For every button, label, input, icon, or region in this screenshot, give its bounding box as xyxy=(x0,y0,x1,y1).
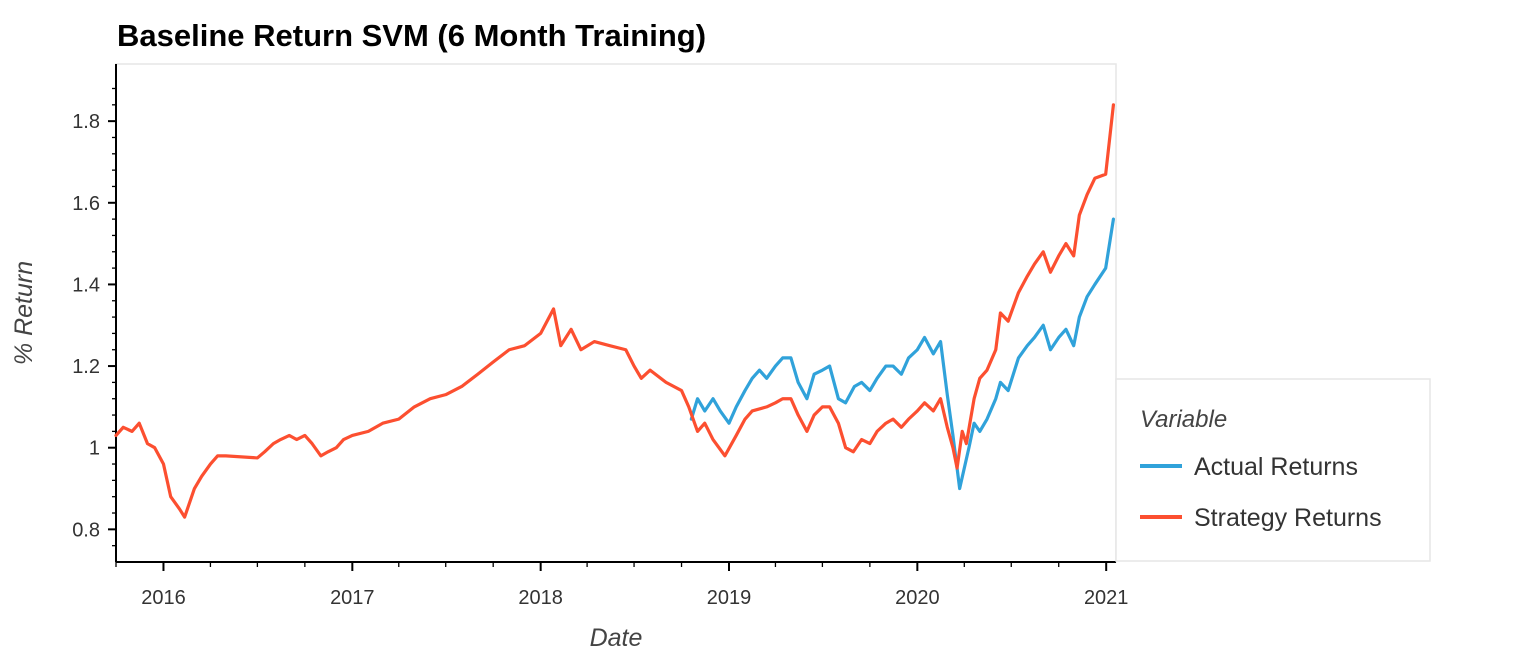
legend-title: Variable xyxy=(1140,406,1227,433)
x-tick-label: 2016 xyxy=(141,587,186,609)
y-axis-label: % Return xyxy=(10,261,38,365)
chart-title: Baseline Return SVM (6 Month Training) xyxy=(117,18,706,53)
x-tick-label: 2017 xyxy=(330,587,375,609)
y-tick-label: 0.8 xyxy=(72,519,100,541)
series-line-strategy-returns xyxy=(114,103,1116,519)
x-tick-label: 2021 xyxy=(1084,587,1129,609)
legend-entry-strategy-returns[interactable]: Strategy Returns xyxy=(1140,504,1382,532)
y-tick-label: 1.4 xyxy=(72,274,100,296)
x-axis-label: Date xyxy=(590,624,643,652)
y-tick-label: 1.8 xyxy=(72,111,100,133)
y-tick-label: 1.2 xyxy=(72,356,100,378)
legend: Variable Actual Returns Strategy Returns xyxy=(1115,378,1431,562)
legend-label-actual-returns: Actual Returns xyxy=(1194,453,1358,481)
series-line-actual-returns xyxy=(689,217,1116,491)
y-tick-label: 1.6 xyxy=(72,193,100,215)
legend-entry-actual-returns[interactable]: Actual Returns xyxy=(1140,453,1358,481)
x-axis-ticks: 2016 2017 2018 2019 2020 2021 xyxy=(115,562,1129,609)
x-tick-label: 2020 xyxy=(895,587,940,609)
series-lines xyxy=(114,103,1116,519)
plot-area xyxy=(115,63,1117,563)
y-tick-label: 1 xyxy=(89,438,100,460)
x-tick-label: 2018 xyxy=(518,587,563,609)
legend-label-strategy-returns: Strategy Returns xyxy=(1194,504,1382,532)
legend-box xyxy=(1115,378,1431,562)
y-axis-ticks: 0.8 1 1.2 1.4 1.6 1.8 xyxy=(72,111,116,541)
x-tick-label: 2019 xyxy=(707,587,752,609)
